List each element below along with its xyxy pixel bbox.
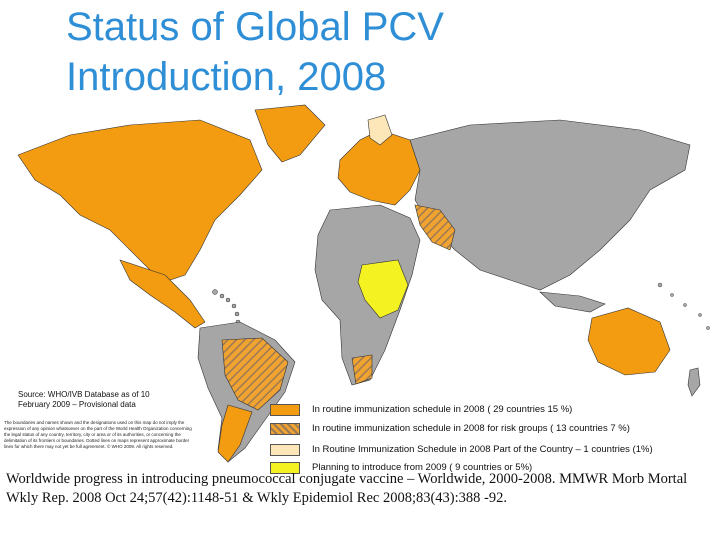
legend-item-routine: In routine immunization schedule in 2008… xyxy=(270,404,720,420)
region-brazil-hatched xyxy=(221,337,289,411)
region-middle-east-hatched xyxy=(414,204,456,251)
region-greenland xyxy=(254,104,326,163)
region-new-zealand xyxy=(687,367,701,397)
region-africa-planning xyxy=(357,259,409,319)
legend-label: In routine immunization schedule in 2008… xyxy=(312,423,630,434)
region-north-america xyxy=(17,119,263,281)
legend-item-risk-groups: In routine immunization schedule in 2008… xyxy=(270,423,720,439)
legend-swatch-planning xyxy=(270,462,300,474)
region-central-america xyxy=(119,259,206,329)
region-scandinavia-part xyxy=(367,114,393,146)
legend-swatch-part-country xyxy=(270,444,300,456)
region-australia xyxy=(587,307,671,376)
region-asia xyxy=(409,119,691,291)
citation-text: Worldwide progress in introducing pneumo… xyxy=(6,471,688,506)
legend-label: Planning to introduce from 2009 ( 9 coun… xyxy=(312,462,533,473)
page-title: Status of Global PCV Introduction, 2008 xyxy=(66,2,566,102)
world-map xyxy=(0,100,720,470)
legend-swatch-routine xyxy=(270,404,300,416)
legend-label: In Routine Immunization Schedule in 2008… xyxy=(312,444,653,455)
title-line-2: Introduction, 2008 xyxy=(66,55,387,99)
region-argentina-chile xyxy=(217,404,253,463)
legend-item-planning: Planning to introduce from 2009 ( 9 coun… xyxy=(270,462,720,478)
source-note: Source: WHO/IVB Database as of 10 Februa… xyxy=(18,390,150,409)
pacific-islands xyxy=(657,282,710,330)
legend-label: In routine immunization schedule in 2008… xyxy=(312,404,573,415)
disclaimer-note: The boundaries and names shown and the d… xyxy=(4,420,192,449)
region-indonesia xyxy=(539,291,606,313)
region-south-africa-hatched xyxy=(351,354,373,385)
title-line-1: Status of Global PCV xyxy=(66,5,444,49)
legend-swatch-risk-groups xyxy=(270,423,300,435)
legend-item-part-country: In Routine Immunization Schedule in 2008… xyxy=(270,444,720,460)
